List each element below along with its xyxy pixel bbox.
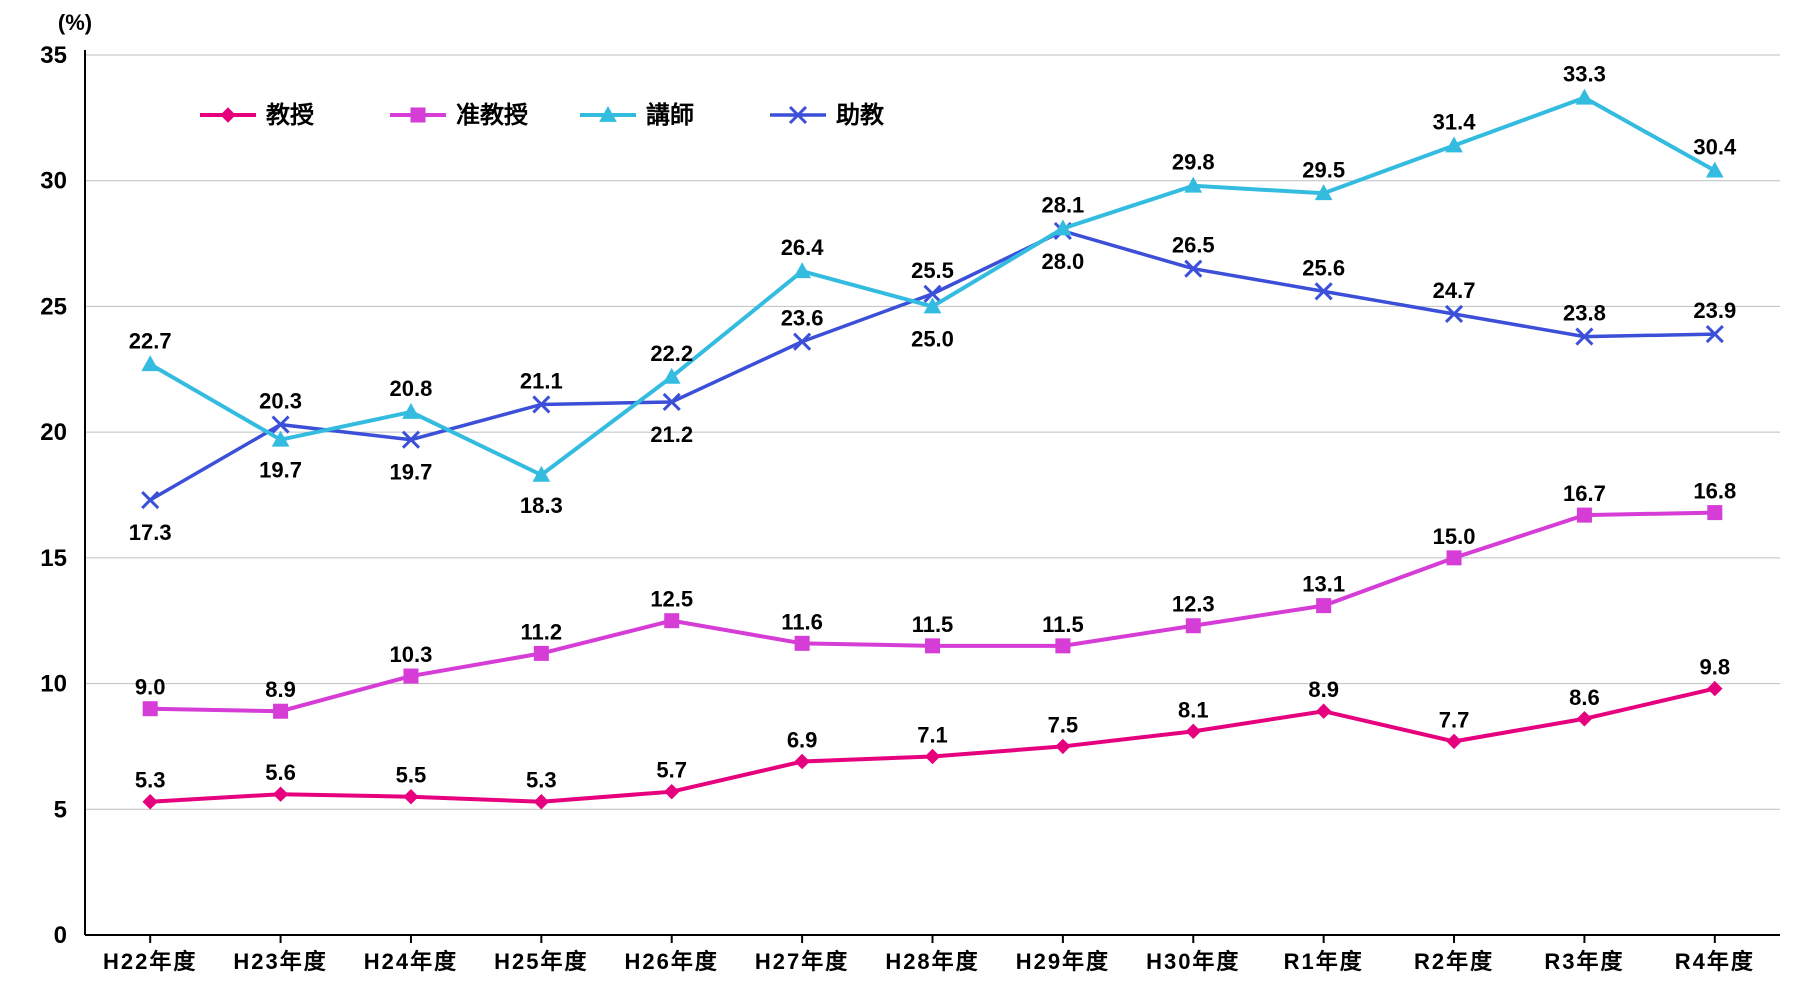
data-label-kyouju: 8.1 [1178,697,1209,722]
x-tick-label: H24年度 [364,949,458,974]
data-label-junkyouju: 10.3 [390,642,433,667]
data-label-kyouju: 8.9 [1308,677,1339,702]
data-label-junkyouju: 9.0 [135,675,166,700]
data-label-koushi: 22.7 [129,328,172,353]
data-label-kyouju: 7.1 [917,722,948,747]
data-label-junkyouju: 16.8 [1693,479,1736,504]
data-label-junkyouju: 12.5 [650,587,693,612]
data-label-koushi: 25.0 [911,326,954,351]
data-label-koushi: 26.4 [781,235,825,260]
x-tick-label: R1年度 [1284,949,1364,974]
y-tick-label: 15 [40,545,67,572]
data-label-jokyou: 23.8 [1563,301,1606,326]
data-label-jokyou: 28.0 [1041,249,1084,274]
data-label-junkyouju: 11.5 [912,612,954,637]
data-label-junkyouju: 13.1 [1302,572,1345,597]
data-label-koushi: 30.4 [1693,135,1737,160]
x-tick-label: R3年度 [1544,949,1624,974]
y-tick-label: 25 [40,293,67,320]
data-label-koushi: 28.1 [1041,192,1084,217]
y-unit-label: (%) [58,10,92,35]
x-tick-label: H29年度 [1016,949,1110,974]
data-label-junkyouju: 12.3 [1172,592,1215,617]
data-label-koushi: 18.3 [520,493,563,518]
data-label-junkyouju: 16.7 [1563,481,1606,506]
data-label-jokyou: 19.7 [390,460,433,485]
legend-label-jokyou: 助教 [836,101,885,129]
data-label-koushi: 19.7 [259,458,302,483]
x-tick-label: H27年度 [755,949,849,974]
data-label-kyouju: 5.3 [526,768,557,793]
x-tick-label: H23年度 [233,949,327,974]
x-tick-label: H26年度 [625,949,719,974]
x-tick-label: R4年度 [1675,949,1755,974]
data-label-jokyou: 25.5 [911,258,954,283]
data-label-jokyou: 24.7 [1433,278,1476,303]
data-label-junkyouju: 11.2 [521,619,563,644]
data-label-jokyou: 21.2 [650,422,693,447]
x-tick-label: H25年度 [494,949,588,974]
data-label-koushi: 20.8 [390,376,433,401]
data-label-jokyou: 21.1 [520,368,563,393]
data-label-koushi: 31.4 [1433,110,1477,135]
y-tick-label: 0 [54,922,67,949]
y-tick-label: 30 [40,168,67,195]
data-label-jokyou: 25.6 [1302,255,1345,280]
data-label-koushi: 29.8 [1172,150,1215,175]
data-label-junkyouju: 11.5 [1042,612,1084,637]
data-label-jokyou: 20.3 [259,389,302,414]
x-tick-label: R2年度 [1414,949,1494,974]
data-label-kyouju: 5.3 [135,768,166,793]
data-label-junkyouju: 8.9 [265,677,296,702]
data-label-koushi: 22.2 [650,341,693,366]
data-label-koushi: 29.5 [1302,157,1345,182]
data-label-kyouju: 5.7 [656,758,687,783]
data-label-kyouju: 5.6 [265,760,296,785]
data-label-junkyouju: 11.6 [781,609,823,634]
chart-svg: 0 5 10 15 20 25 30 35 (%) H22年度 H23年度 H24年度 H25年度 H26… [0,0,1802,987]
data-label-jokyou: 23.6 [781,306,824,331]
x-tick-label: H30年度 [1146,949,1240,974]
y-tick-label: 10 [40,671,67,698]
data-label-kyouju: 8.6 [1569,685,1600,710]
legend-label-koushi: 講師 [646,101,694,129]
data-label-jokyou: 26.5 [1172,233,1215,258]
data-label-jokyou: 23.9 [1693,298,1736,323]
data-label-kyouju: 5.5 [396,763,427,788]
data-label-kyouju: 7.5 [1048,712,1079,737]
data-label-jokyou: 17.3 [129,520,172,545]
legend-label-junkyouju: 准教授 [456,101,529,129]
line-chart: 0 5 10 15 20 25 30 35 (%) H22年度 H23年度 H24年度 H25年度 H26… [0,0,1802,987]
data-label-junkyouju: 15.0 [1433,524,1476,549]
data-label-kyouju: 9.8 [1700,655,1731,680]
x-tick-label: H28年度 [885,949,979,974]
data-label-kyouju: 6.9 [787,728,818,753]
x-tick-label: H22年度 [103,949,197,974]
y-tick-label: 35 [40,42,67,69]
legend-label-kyouju: 教授 [266,101,315,129]
data-label-kyouju: 7.7 [1439,707,1470,732]
data-label-koushi: 33.3 [1563,62,1606,87]
y-tick-label: 5 [54,796,67,823]
y-tick-label: 20 [40,419,67,446]
